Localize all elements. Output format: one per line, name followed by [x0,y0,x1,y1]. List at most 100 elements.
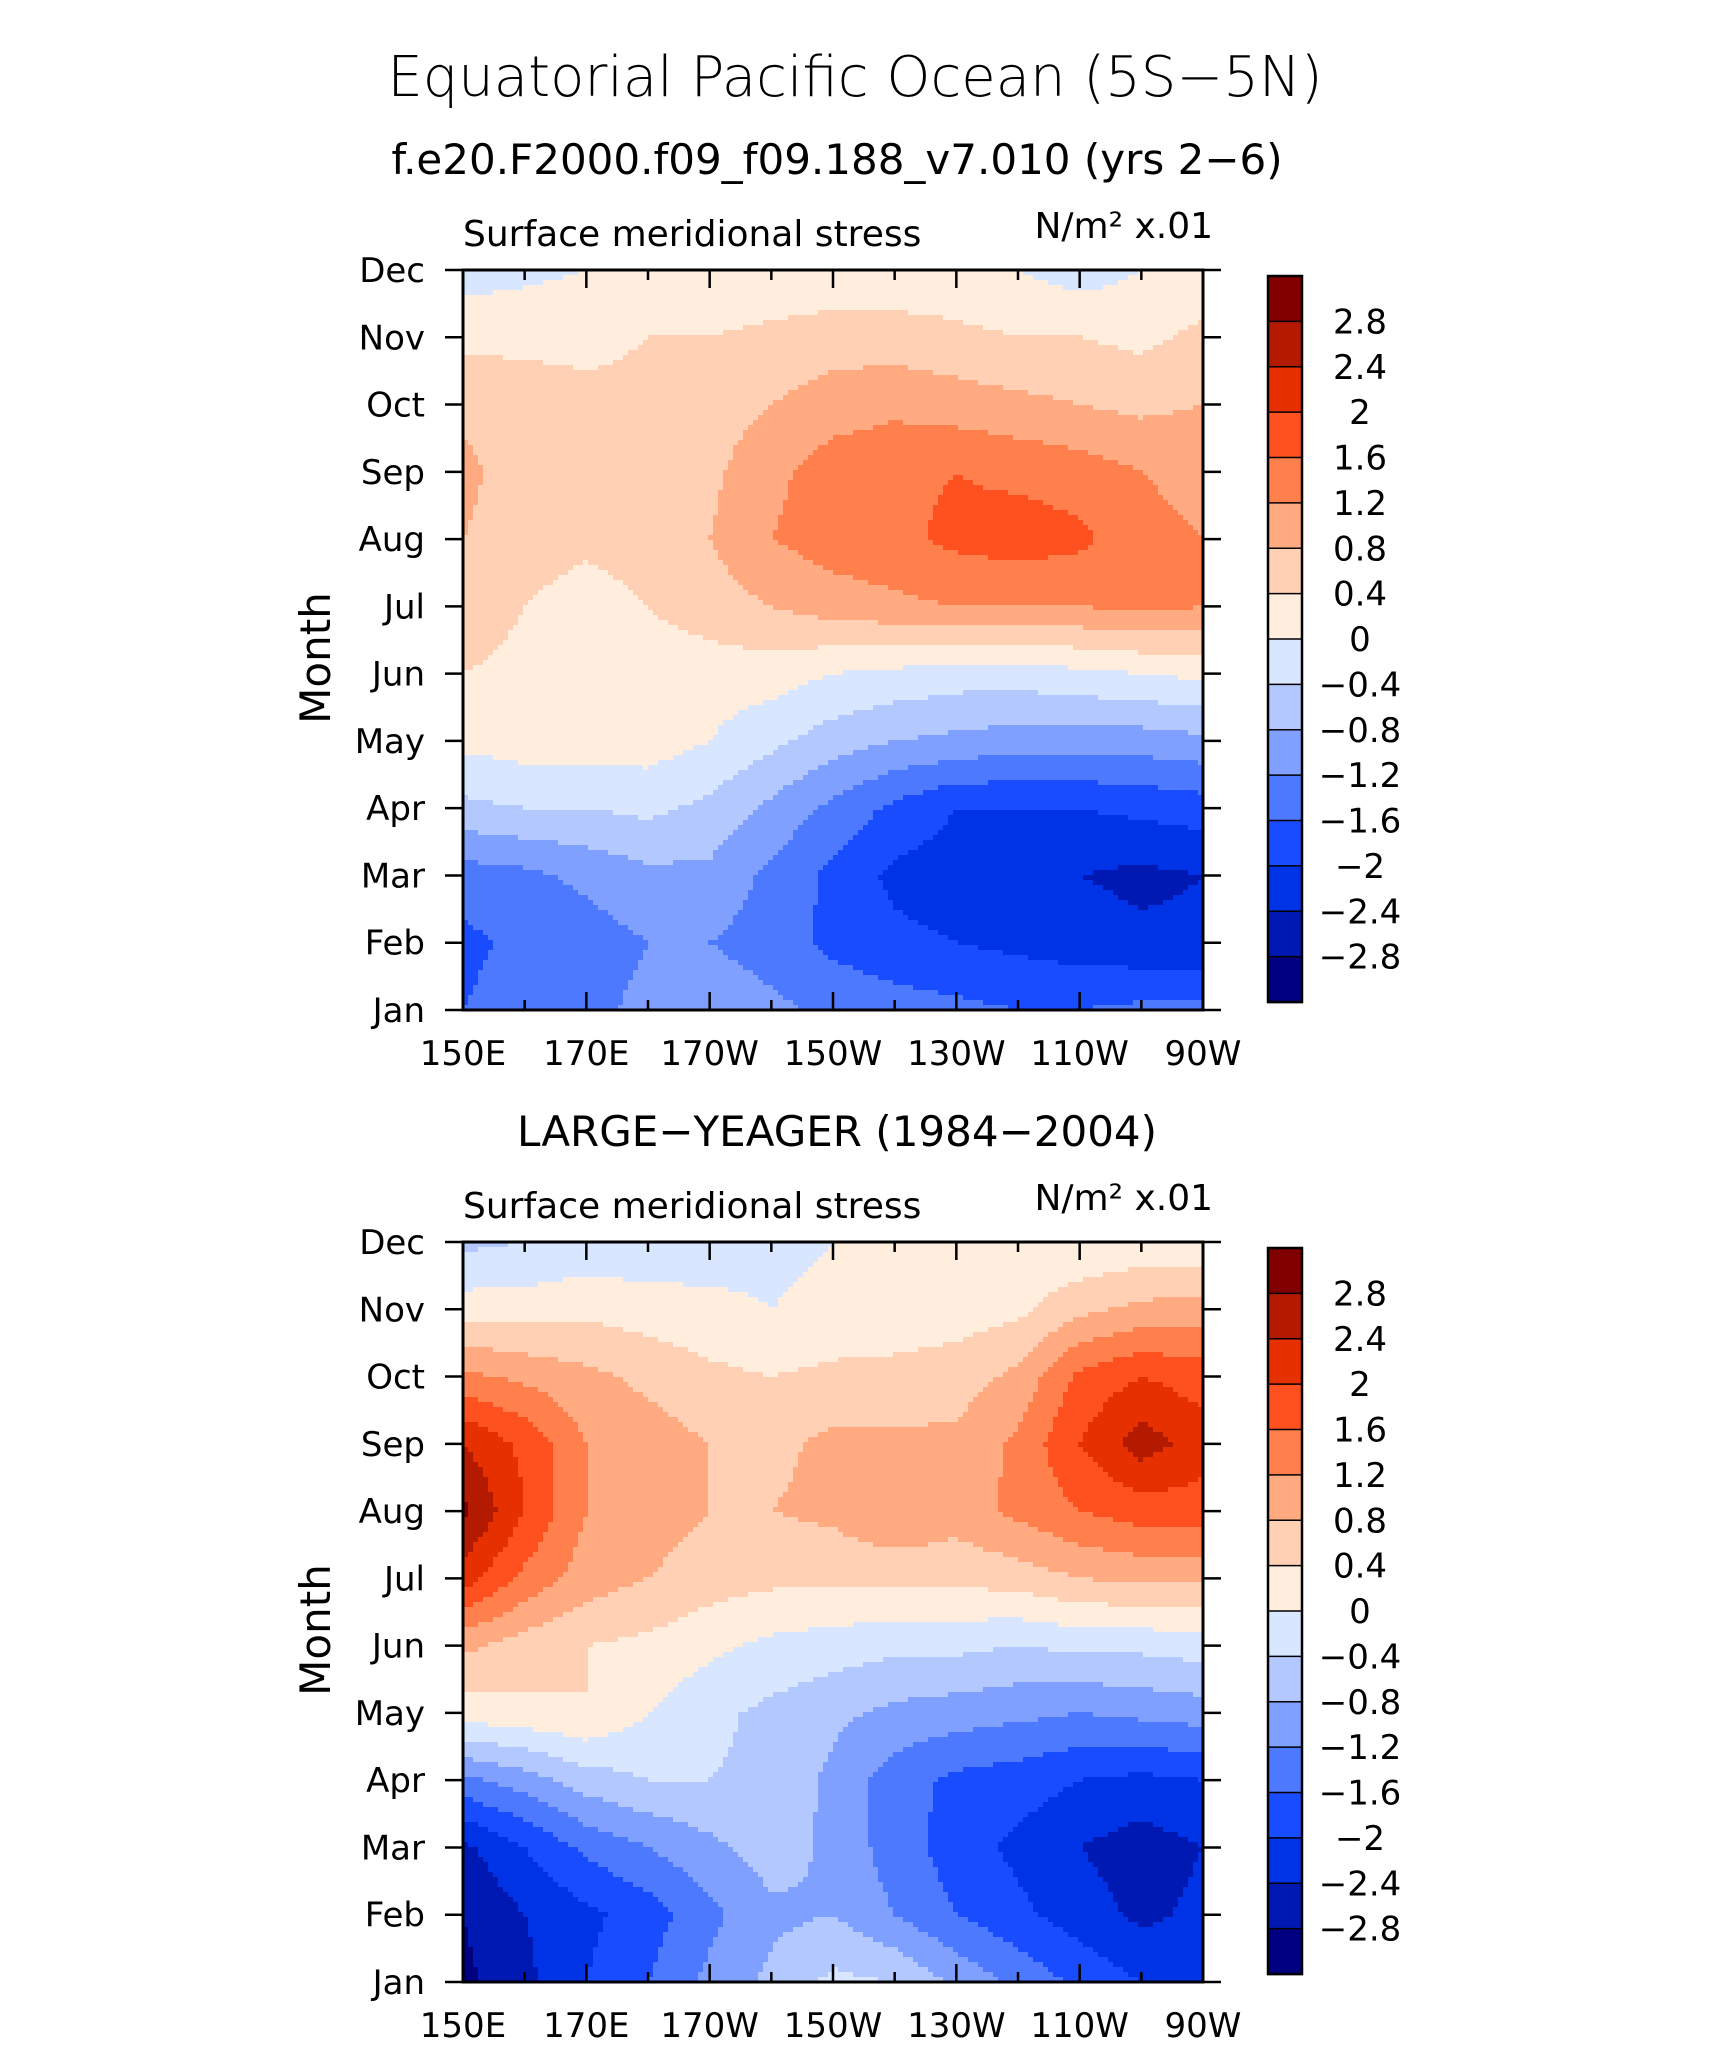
x-tick-label: 110W [1030,1034,1129,1074]
y-tick-label: Apr [366,789,425,829]
x-tick-label: 150E [420,1034,506,1074]
x-tick-label: 170W [660,2006,759,2046]
colorbar-box [1267,366,1303,414]
y-tick-label: Feb [365,924,425,964]
colorbar-label: −2.4 [1319,1864,1402,1904]
colorbar-box [1267,1428,1303,1477]
colorbar-box [1267,592,1303,641]
x-tick-label: 90W [1165,2006,1242,2046]
colorbar-label: −2.8 [1319,938,1402,978]
y-tick-label: Mar [361,856,425,896]
y-tick-label: Nov [359,318,425,358]
y-tick-label: May [355,1694,425,1734]
colorbar-label: 2 [1349,1365,1371,1405]
colorbar-box [1267,865,1303,913]
colorbar: 2.8 2.4 2 1.6 1.2 0.8 0.4 0 −0.4 −0.8 −1.2 −1.6 −2 −2… [1266,274,1402,1004]
colorbar-box [1267,1383,1303,1431]
x-tick-label: 170W [660,1034,759,1074]
plot-area: 150E 170E 170W 150W 130W 110W 90W Jan Feb Mar Apr M… [355,1223,1242,2046]
x-tick-label: 150E [420,2006,506,2046]
colorbar-box [1267,502,1303,550]
colorbar-label: −2 [1335,847,1385,887]
y-tick-label: Mar [361,1828,425,1868]
colorbar-box [1267,1927,1303,1976]
panel-title: f.e20.F2000.f09_f09.188_v7.010 (yrs 2−6) [391,135,1282,184]
colorbar-label: −1.6 [1319,802,1402,842]
colorbar-box [1267,1701,1303,1749]
y-tick-label: Dec [359,1223,425,1263]
colorbar-label: −2.4 [1319,892,1402,932]
colorbar-label: 1.2 [1333,1456,1387,1496]
colorbar-label: −0.4 [1319,1637,1402,1677]
x-tick-label: 170E [543,2006,629,2046]
y-tick-label: Jun [370,1627,425,1667]
colorbar-box [1267,1519,1303,1567]
contour-fill [463,1242,1204,1983]
y-tick-label: Jul [382,1559,425,1599]
x-tick-label: 170E [543,1034,629,1074]
colorbar-label: 2 [1349,393,1371,433]
colorbar-label: −1.2 [1319,1728,1402,1768]
colorbar-box [1267,955,1303,1004]
left-string: Surface meridional stress [463,214,921,255]
colorbar-label: −2 [1335,1819,1385,1859]
colorbar-label: −0.8 [1319,1683,1402,1723]
y-tick-label: Apr [366,1761,425,1801]
y-tick-label: May [355,722,425,762]
left-string: Surface meridional stress [463,1186,921,1227]
colorbar-box [1267,819,1303,868]
colorbar-box [1267,638,1303,686]
colorbar-label: −1.2 [1319,756,1402,796]
colorbar-box [1267,1837,1303,1885]
y-tick-label: Jul [382,587,425,627]
colorbar-box [1267,1247,1303,1295]
colorbar-box [1267,1474,1303,1522]
colorbar-box [1267,1882,1303,1930]
colorbar-frame [1266,274,1304,1004]
y-axis-label: Month [291,592,340,724]
colorbar-label: 1.6 [1333,439,1387,479]
y-tick-label: Dec [359,251,425,291]
y-tick-label: Feb [365,1896,425,1936]
panel-title: LARGE−YEAGER (1984−2004) [517,1107,1157,1156]
colorbar-label: 0.4 [1333,575,1387,615]
x-tick-label: 150W [784,1034,883,1074]
y-axis-label: Month [291,1564,340,1696]
colorbar-label: 1.6 [1333,1411,1387,1451]
colorbar-label: 2.4 [1333,348,1387,388]
x-tick-label: 150W [784,2006,883,2046]
right-string: N/m² x.01 [1034,206,1213,247]
colorbar-box [1267,774,1303,822]
colorbar-box [1267,1791,1303,1840]
plot-area: 150E 170E 170W 150W 130W 110W 90W Jan Feb Mar Apr M… [355,251,1242,1074]
y-tick-label: Sep [361,1425,425,1465]
colorbar-label: 0.4 [1333,1547,1387,1587]
y-tick-label: Oct [366,1358,425,1398]
colorbar-box [1267,411,1303,459]
panel-top: f.e20.F2000.f09_f09.188_v7.010 (yrs 2−6)… [291,135,1401,1074]
colorbar-box [1267,275,1303,323]
colorbar-label: −1.6 [1319,1774,1402,1814]
colorbar-box [1267,1655,1303,1703]
colorbar-box [1267,1746,1303,1794]
colorbar-label: 2.8 [1333,1274,1387,1314]
colorbar-label: −2.8 [1319,1910,1402,1950]
colorbar-box [1267,1610,1303,1658]
colorbar-frame [1266,1246,1304,1976]
y-tick-label: Jan [371,1963,425,2003]
colorbar-box [1267,547,1303,595]
colorbar-box [1267,910,1303,958]
y-tick-label: Aug [359,1492,425,1532]
colorbar-label: −0.8 [1319,711,1402,751]
y-tick-label: Oct [366,386,425,426]
x-tick-label: 90W [1165,1034,1242,1074]
colorbar-label: 0.8 [1333,529,1387,569]
colorbar-label: 1.2 [1333,484,1387,524]
panel-bottom: LARGE−YEAGER (1984−2004) Surface meridio… [291,1107,1401,2046]
colorbar-box [1267,683,1303,731]
colorbar-label: −0.4 [1319,665,1402,705]
colorbar-box [1267,1292,1303,1340]
colorbar-box [1267,1338,1303,1386]
y-tick-label: Jun [370,655,425,695]
